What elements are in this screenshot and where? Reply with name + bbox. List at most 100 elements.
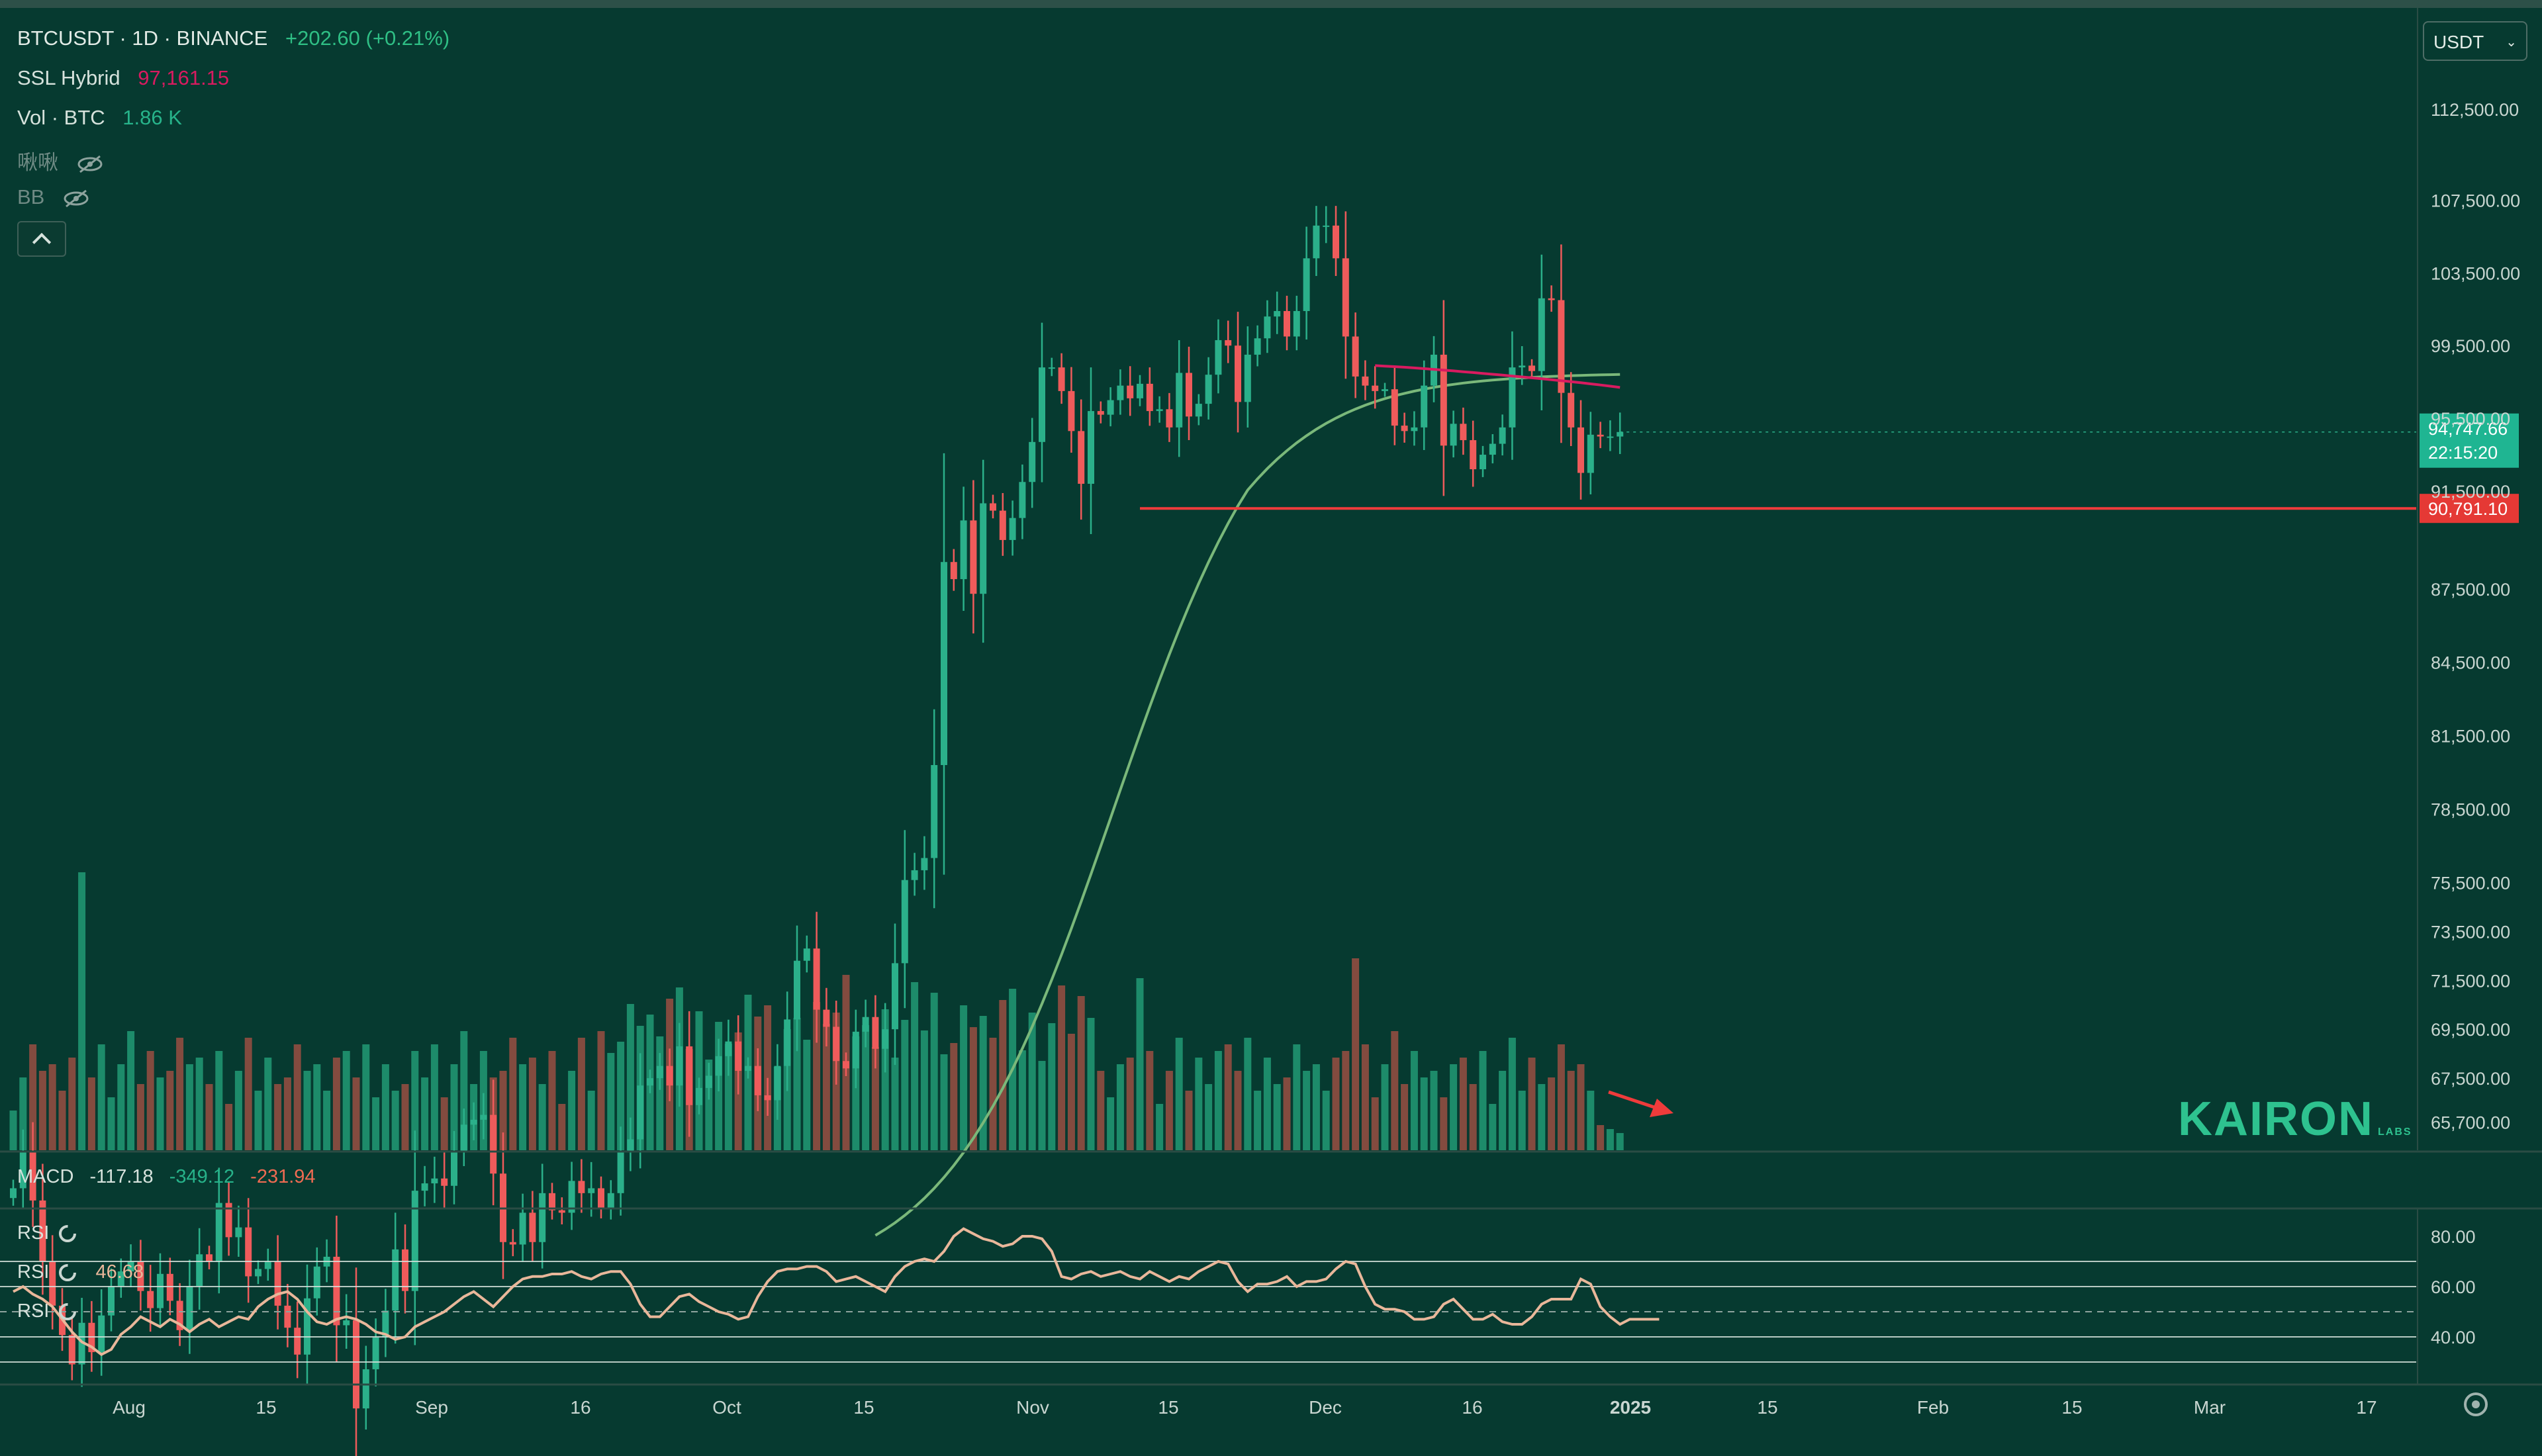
candle-body — [715, 1056, 722, 1076]
volume-bar — [87, 1077, 95, 1150]
candle-body — [1342, 258, 1349, 337]
time-tick-label: Feb — [1917, 1397, 1949, 1418]
price-axis[interactable]: 112,500.00 107,500.00 103,500.00 99,500.00 9… — [2417, 8, 2520, 1150]
candle-body — [784, 1019, 791, 1066]
candle-body — [451, 1152, 457, 1186]
volume-bar — [901, 1020, 909, 1150]
volume-bar — [48, 1064, 56, 1150]
time-axis[interactable]: Aug 15 Sep 16 Oct 15 Nov 15 Dec 16 2025 15 Feb 15 Mar 1… — [113, 1397, 2377, 1418]
eye-crossed-icon[interactable] — [76, 154, 104, 174]
candle-body — [1068, 390, 1075, 432]
refresh-icon[interactable] — [54, 1261, 81, 1284]
indicator-hidden-2[interactable]: BB — [17, 185, 90, 209]
candle-body — [1587, 434, 1594, 473]
candle-body — [833, 1026, 840, 1062]
currency-selector[interactable]: USDT ⌄ — [2423, 21, 2527, 61]
candle-body — [1274, 310, 1281, 317]
candle-body — [1499, 427, 1506, 444]
time-tick-label: 15 — [1757, 1397, 1777, 1418]
macd-signal: -349.12 — [169, 1166, 235, 1187]
volume-bar — [1371, 1097, 1379, 1150]
volume-bar — [1097, 1071, 1105, 1150]
candle-body — [1058, 367, 1065, 391]
volume-bar — [78, 872, 86, 1150]
volume-bar — [1116, 1064, 1124, 1150]
rsi-legend-2[interactable]: RSI 46.68 — [17, 1261, 144, 1284]
candle-body — [794, 960, 800, 1020]
collapse-legend-button[interactable] — [17, 221, 66, 257]
volume-bar — [254, 1091, 262, 1150]
rsi-legend-3[interactable]: RSI — [17, 1300, 81, 1323]
volume-bar — [920, 1030, 928, 1150]
gear-icon[interactable] — [2464, 1392, 2488, 1416]
candle-body — [754, 1066, 761, 1095]
volume-bar — [656, 1036, 664, 1150]
ssl-line — [1375, 364, 1621, 389]
candle-body — [588, 1188, 595, 1193]
candle-body — [1078, 431, 1085, 484]
ma-line — [874, 373, 1621, 1237]
volume-bar — [1410, 1051, 1418, 1150]
candle-body — [353, 1320, 359, 1409]
volume-bar — [1146, 1051, 1154, 1150]
candle-body — [196, 1254, 203, 1287]
symbol-legend[interactable]: BTCUSDT · 1D · BINANCE +202.60 (+0.21%) — [17, 26, 461, 50]
candle-body — [1607, 436, 1614, 438]
time-tick-label: Oct — [712, 1397, 741, 1418]
time-tick-label: 17 — [2356, 1397, 2377, 1418]
volume-bar — [1058, 985, 1066, 1150]
volume-bar — [1469, 1084, 1477, 1150]
candle-body — [490, 1115, 497, 1174]
indicator-hidden-1[interactable]: 啾啾 — [17, 146, 104, 175]
volume-bar — [1107, 1097, 1115, 1150]
time-tick-label: Mar — [2194, 1397, 2226, 1418]
candle-body — [333, 1256, 340, 1326]
price-tick-label: 99,500.00 — [2431, 336, 2510, 356]
candle-body — [1411, 427, 1418, 432]
volume-bar — [1224, 1044, 1232, 1150]
volume-bar — [1303, 1071, 1311, 1150]
volume-bar — [1459, 1058, 1467, 1150]
candle-body — [215, 1203, 222, 1262]
volume-bar — [1567, 1071, 1575, 1150]
candle-body — [1450, 424, 1457, 446]
candle-body — [1577, 427, 1584, 473]
candle-body — [1107, 400, 1114, 415]
price-tick-label: 73,500.00 — [2431, 922, 2510, 942]
indicator-panes — [0, 1150, 2542, 1386]
volume-bar — [1597, 1125, 1605, 1150]
candle-body — [1039, 367, 1045, 442]
candle-body — [206, 1254, 212, 1262]
candle-body — [1333, 225, 1339, 259]
candle-body — [568, 1181, 575, 1213]
refresh-icon[interactable] — [54, 1300, 81, 1323]
eye-crossed-icon[interactable] — [62, 189, 90, 208]
volume-bar — [1195, 1058, 1203, 1150]
candle-body — [411, 1191, 418, 1291]
candle-body — [960, 520, 967, 580]
candle-body — [10, 1188, 17, 1199]
macd-legend[interactable]: MACD -117.18 -349.12 -231.94 — [17, 1166, 326, 1188]
price-tick-label: 103,500.00 — [2431, 263, 2520, 283]
candle-body — [980, 503, 987, 594]
volume-bar — [1499, 1071, 1507, 1150]
volume-bar — [1430, 1071, 1438, 1150]
countdown-label: 22:15:20 — [2428, 443, 2498, 463]
volume-bar — [136, 1084, 144, 1150]
volume-bar — [68, 1058, 76, 1150]
indicator-ssl[interactable]: SSL Hybrid 97,161.15 — [17, 66, 241, 90]
volume-bar — [332, 1058, 340, 1150]
refresh-icon[interactable] — [54, 1222, 81, 1245]
volume-bar — [617, 1042, 625, 1150]
rsi-legend-1[interactable]: RSI — [17, 1222, 81, 1245]
price-tick-label: 78,500.00 — [2431, 800, 2510, 820]
volume-bar — [342, 1051, 350, 1150]
candle-body — [1401, 426, 1408, 432]
time-tick-label: 15 — [853, 1397, 874, 1418]
volume-bar — [1254, 1091, 1262, 1150]
indicator-volume[interactable]: Vol · BTC 1.86 K — [17, 106, 194, 130]
candle-body — [382, 1310, 389, 1338]
candle-body — [1293, 310, 1300, 337]
candle-body — [402, 1249, 408, 1291]
